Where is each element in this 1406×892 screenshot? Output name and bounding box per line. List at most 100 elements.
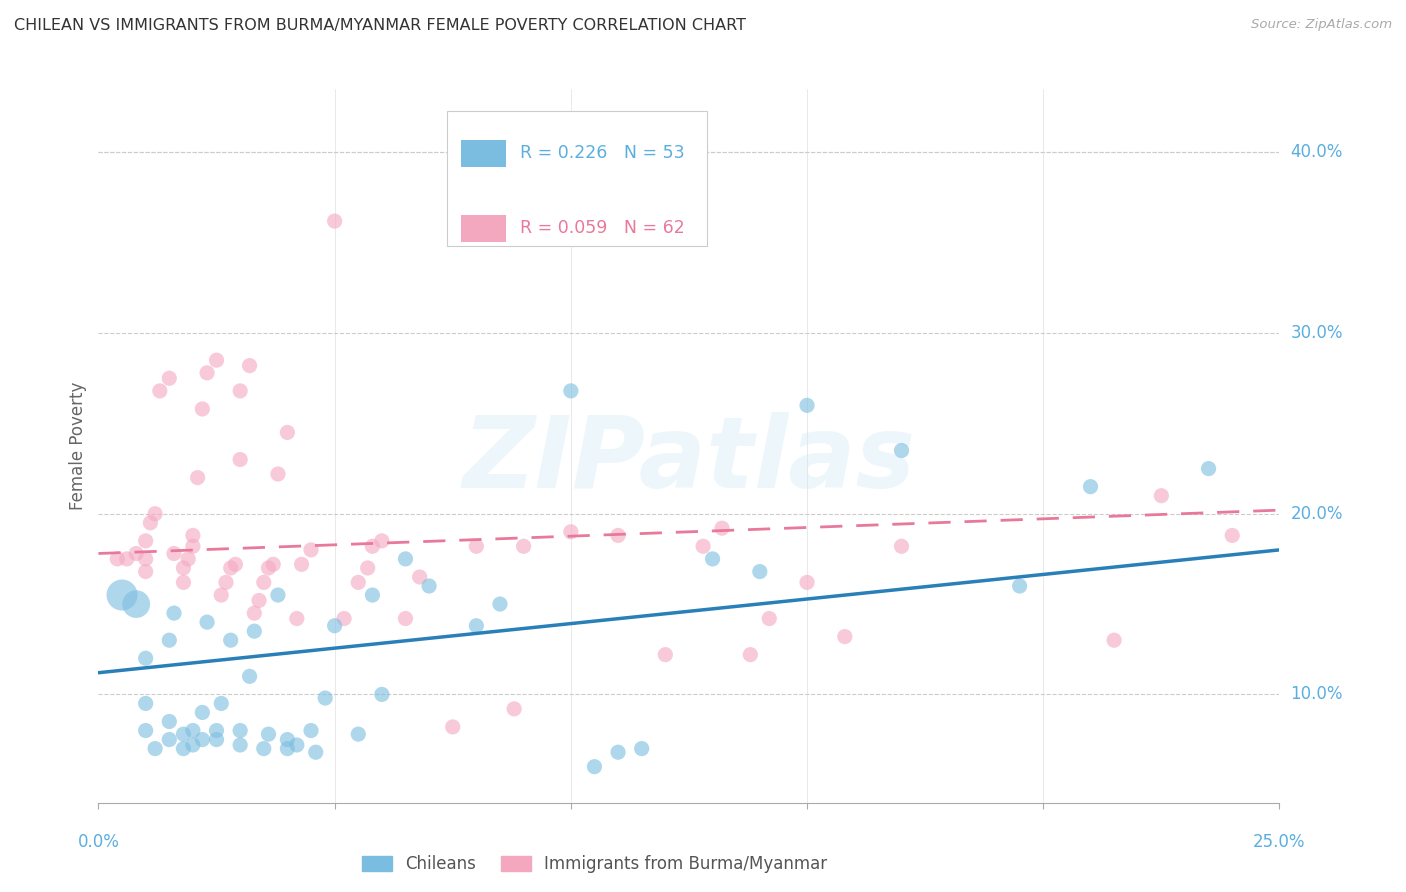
Point	[135, 552, 157, 566]
Point	[408, 570, 430, 584]
Point	[243, 624, 266, 639]
Point	[1150, 489, 1173, 503]
Point	[205, 723, 228, 738]
Point	[229, 384, 252, 398]
Point	[243, 606, 266, 620]
Point	[139, 516, 162, 530]
Point	[323, 619, 346, 633]
Point	[224, 558, 246, 572]
Point	[357, 561, 380, 575]
Point	[583, 759, 606, 773]
Point	[361, 588, 384, 602]
Point	[267, 588, 290, 602]
Point	[253, 575, 276, 590]
Point	[209, 697, 232, 711]
Point	[371, 533, 394, 548]
Point	[285, 738, 308, 752]
Point	[135, 651, 157, 665]
Point	[215, 575, 238, 590]
Point	[512, 539, 534, 553]
Point	[748, 565, 770, 579]
Point	[195, 615, 218, 629]
Point	[143, 507, 166, 521]
Point	[187, 470, 209, 484]
Point	[229, 452, 252, 467]
Point	[890, 443, 912, 458]
Point	[702, 552, 724, 566]
Point	[181, 738, 204, 752]
Point	[135, 565, 157, 579]
Point	[125, 597, 148, 611]
Point	[465, 539, 488, 553]
Point	[205, 732, 228, 747]
Point	[157, 371, 180, 385]
Point	[219, 633, 242, 648]
Point	[181, 723, 204, 738]
Point	[314, 691, 336, 706]
Text: 40.0%: 40.0%	[1291, 144, 1343, 161]
Point	[125, 547, 148, 561]
Point	[796, 575, 818, 590]
Point	[239, 359, 262, 373]
Point	[181, 539, 204, 553]
Text: ZIPatlas: ZIPatlas	[463, 412, 915, 508]
FancyBboxPatch shape	[461, 140, 506, 167]
Point	[257, 561, 280, 575]
Text: CHILEAN VS IMMIGRANTS FROM BURMA/MYANMAR FEMALE POVERTY CORRELATION CHART: CHILEAN VS IMMIGRANTS FROM BURMA/MYANMAR…	[14, 18, 747, 33]
Point	[333, 611, 356, 625]
Point	[305, 745, 328, 759]
Point	[323, 214, 346, 228]
Point	[105, 552, 128, 566]
Point	[209, 588, 232, 602]
Point	[1198, 461, 1220, 475]
Point	[299, 723, 322, 738]
Point	[111, 588, 134, 602]
Point	[394, 552, 416, 566]
Point	[607, 745, 630, 759]
Text: 30.0%: 30.0%	[1291, 324, 1343, 343]
Point	[560, 524, 582, 539]
Point	[1220, 528, 1243, 542]
Point	[163, 606, 186, 620]
Y-axis label: Female Poverty: Female Poverty	[69, 382, 87, 510]
Point	[229, 738, 252, 752]
FancyBboxPatch shape	[447, 111, 707, 246]
Point	[503, 702, 526, 716]
Point	[276, 741, 298, 756]
Point	[115, 552, 138, 566]
Point	[219, 561, 242, 575]
Point	[285, 611, 308, 625]
Text: 25.0%: 25.0%	[1253, 833, 1306, 851]
Point	[191, 706, 214, 720]
Point	[276, 425, 298, 440]
Point	[711, 521, 734, 535]
FancyBboxPatch shape	[461, 215, 506, 242]
Text: Source: ZipAtlas.com: Source: ZipAtlas.com	[1251, 18, 1392, 31]
Text: 0.0%: 0.0%	[77, 833, 120, 851]
Point	[157, 732, 180, 747]
Point	[290, 558, 312, 572]
Point	[654, 648, 676, 662]
Point	[740, 648, 762, 662]
Point	[191, 401, 214, 416]
Point	[257, 727, 280, 741]
Text: 10.0%: 10.0%	[1291, 685, 1343, 704]
Point	[371, 687, 394, 701]
Point	[796, 398, 818, 412]
Point	[465, 619, 488, 633]
Point	[177, 552, 200, 566]
Point	[347, 575, 370, 590]
Point	[172, 575, 194, 590]
Point	[347, 727, 370, 741]
Point	[143, 741, 166, 756]
Point	[262, 558, 284, 572]
Text: R = 0.059   N = 62: R = 0.059 N = 62	[520, 219, 685, 237]
Point	[163, 547, 186, 561]
Point	[253, 741, 276, 756]
Point	[890, 539, 912, 553]
Point	[1008, 579, 1031, 593]
Point	[630, 741, 652, 756]
Legend: Chileans, Immigrants from Burma/Myanmar: Chileans, Immigrants from Burma/Myanmar	[354, 849, 834, 880]
Point	[172, 727, 194, 741]
Point	[418, 579, 440, 593]
